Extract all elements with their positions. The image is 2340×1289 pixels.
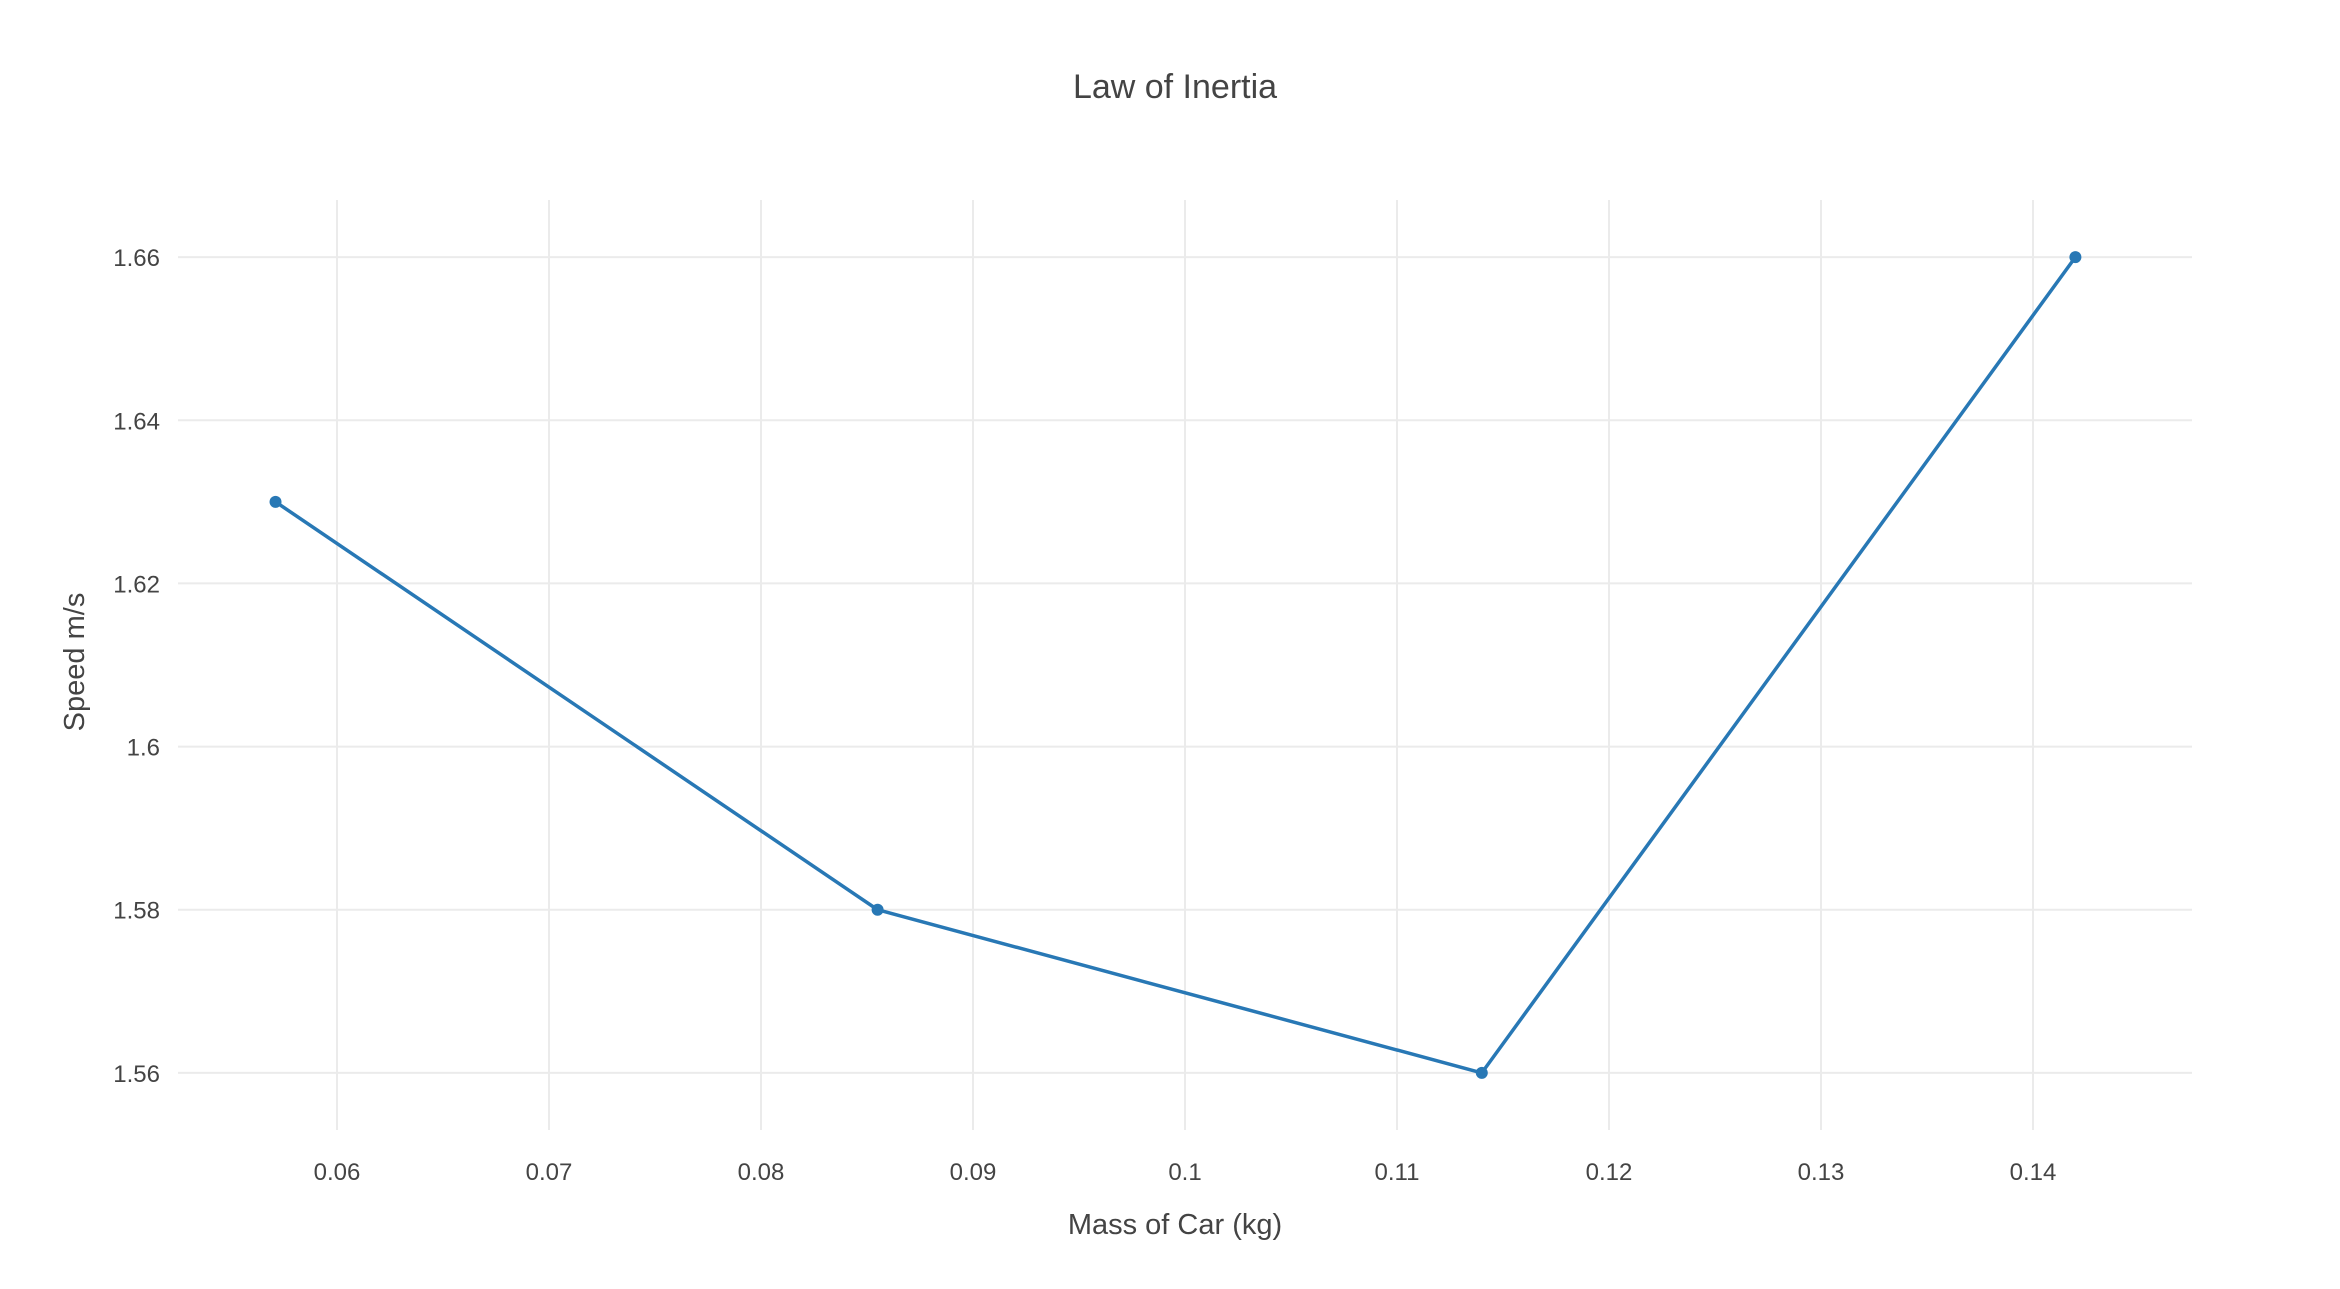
data-point: [2069, 251, 2082, 264]
x-tick-label: 0.11: [1375, 1159, 1420, 1186]
x-tick-label: 0.14: [2010, 1159, 2057, 1186]
series-line: [273, 255, 2078, 1075]
y-tick-label: 1.66: [113, 245, 160, 272]
y-tick-labels: 1.56 1.58 1.6 1.62 1.64 1.66: [113, 245, 160, 1088]
x-tick-label: 0.13: [1798, 1159, 1845, 1186]
y-tick-label: 1.58: [113, 898, 160, 925]
x-tick-label: 0.09: [950, 1159, 997, 1186]
series-layer: [269, 251, 2082, 1079]
chart-title: Law of Inertia: [1073, 68, 1277, 106]
x-tick-label: 0.07: [526, 1159, 573, 1186]
y-tick-label: 1.56: [113, 1061, 160, 1088]
data-point: [1475, 1066, 1488, 1079]
x-tick-labels: 0.06 0.07 0.08 0.09 0.1 0.11 0.12 0.13 0.14: [314, 1159, 2057, 1186]
data-point: [871, 903, 884, 916]
y-gridlines: [178, 256, 2192, 1074]
y-tick-label: 1.6: [127, 735, 160, 762]
y-tick-label: 1.64: [113, 408, 160, 435]
y-axis-title: Speed m/s: [59, 593, 91, 732]
x-tick-label: 0.1: [1168, 1159, 1201, 1186]
x-axis-title: Mass of Car (kg): [1068, 1209, 1282, 1241]
data-point: [269, 495, 282, 508]
x-gridlines: [336, 200, 2034, 1130]
x-tick-label: 0.08: [738, 1159, 785, 1186]
x-tick-label: 0.12: [1586, 1159, 1633, 1186]
x-tick-label: 0.06: [314, 1159, 361, 1186]
y-tick-label: 1.62: [113, 571, 160, 598]
